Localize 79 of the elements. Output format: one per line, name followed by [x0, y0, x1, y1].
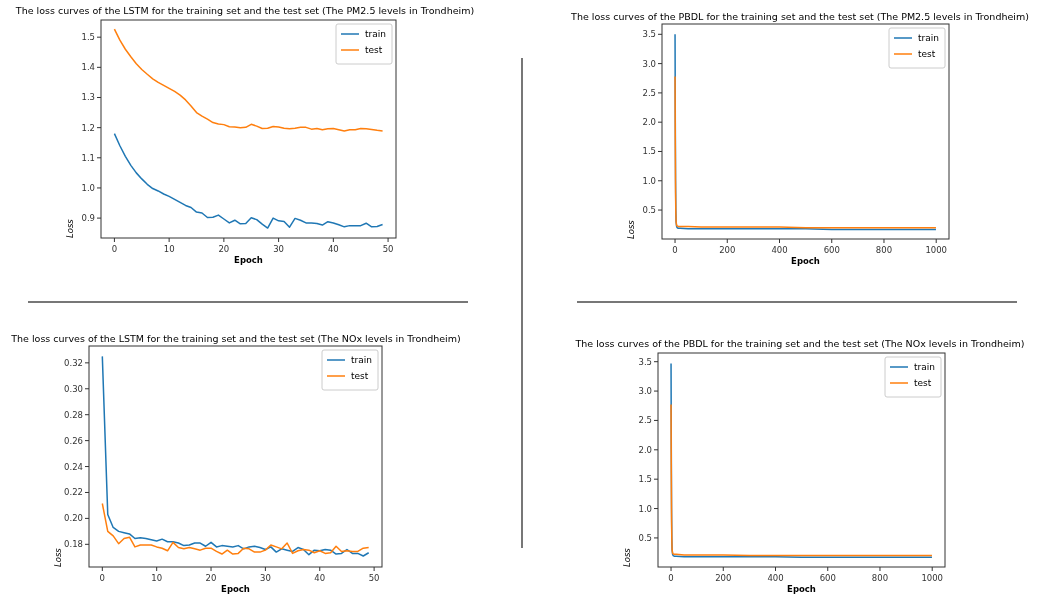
x-tick-label: 600 — [819, 573, 836, 583]
line-series — [674, 75, 937, 229]
y-tick-label: 1.1 — [81, 152, 95, 163]
y-tick-label: 1.0 — [81, 182, 95, 193]
y-tick-label: 3.5 — [642, 29, 656, 40]
y-axis-title: Loss — [65, 218, 75, 238]
y-tick-label: 0.32 — [64, 357, 83, 368]
x-tick-label: 40 — [327, 244, 339, 254]
x-tick-label: 30 — [273, 244, 285, 254]
y-tick-label: 1.0 — [638, 503, 652, 514]
y-tick-label: 0.20 — [64, 513, 83, 524]
y-tick-label: 0.5 — [638, 532, 652, 543]
line-series — [670, 403, 933, 557]
x-axis-title: Epoch — [787, 584, 816, 594]
y-tick-label: 1.5 — [642, 146, 656, 157]
y-tick-label: 1.5 — [638, 474, 652, 485]
legend-label: test — [365, 45, 383, 55]
chart-title: The loss curves of the LSTM for the training set and the test set (The NOx levels in Trondheim) — [10, 333, 461, 344]
y-tick-label: 3.0 — [642, 58, 656, 69]
y-tick-label: 0.26 — [64, 435, 83, 446]
x-tick-label: 600 — [823, 245, 840, 255]
x-tick-label: 0 — [668, 573, 674, 583]
y-tick-label: 0.24 — [64, 461, 83, 472]
y-tick-label: 0.28 — [64, 409, 83, 420]
x-tick-label: 40 — [314, 573, 326, 583]
x-tick-label: 400 — [771, 245, 788, 255]
x-axis-title: Epoch — [234, 255, 263, 265]
x-tick-label: 800 — [871, 573, 889, 583]
y-tick-label: 3.0 — [638, 386, 652, 397]
x-tick-label: 20 — [205, 573, 217, 583]
line-series — [101, 502, 370, 555]
x-tick-label: 0 — [672, 245, 678, 255]
y-tick-label: 1.2 — [81, 122, 95, 133]
y-tick-label: 0.18 — [64, 539, 83, 550]
line-series — [101, 355, 370, 557]
legend-label: train — [918, 33, 939, 43]
y-tick-label: 2.5 — [642, 87, 656, 98]
legend-label: test — [918, 49, 936, 59]
y-tick-label: 0.5 — [642, 205, 656, 216]
y-axis-title: Loss — [53, 547, 63, 567]
y-tick-label: 0.30 — [64, 383, 83, 394]
chart-title: The loss curves of the PBDL for the training set and the test set (The PM2.5 levels in Trondheim) — [570, 11, 1029, 22]
y-tick-label: 3.5 — [638, 356, 652, 367]
x-tick-label: 10 — [163, 244, 175, 254]
y-tick-label: 1.3 — [81, 92, 95, 103]
x-tick-label: 400 — [767, 573, 784, 583]
y-tick-label: 0.9 — [81, 213, 95, 224]
x-tick-label: 20 — [218, 244, 230, 254]
legend-label: train — [914, 362, 935, 372]
legend-label: test — [914, 378, 932, 388]
legend-label: test — [351, 371, 369, 381]
y-tick-label: 1.4 — [81, 62, 95, 73]
x-tick-label: 0 — [99, 573, 106, 583]
legend-label: train — [365, 29, 386, 39]
x-tick-label: 1000 — [921, 573, 944, 583]
y-tick-label: 1.5 — [81, 32, 95, 43]
x-tick-label: 800 — [875, 245, 893, 255]
x-tick-label: 1000 — [925, 245, 948, 255]
legend-label: train — [351, 355, 372, 365]
x-axis-title: Epoch — [791, 256, 820, 266]
x-tick-label: 30 — [259, 573, 271, 583]
chart-title: The loss curves of the LSTM for the training set and the test set (The PM2.5 levels in Trondheim) — [14, 5, 475, 16]
y-axis-title: Loss — [622, 547, 632, 567]
y-tick-label: 2.0 — [642, 117, 656, 128]
y-tick-label: 0.22 — [64, 487, 83, 498]
x-tick-label: 10 — [151, 573, 163, 583]
x-axis-title: Epoch — [221, 584, 250, 594]
y-tick-label: 2.0 — [638, 444, 652, 455]
y-tick-label: 1.0 — [642, 175, 656, 186]
y-axis-title: Loss — [626, 219, 636, 239]
y-tick-label: 2.5 — [638, 415, 652, 426]
x-tick-label: 200 — [719, 245, 736, 255]
line-series — [113, 132, 384, 229]
x-tick-label: 50 — [368, 573, 380, 583]
line-series — [113, 28, 384, 132]
x-tick-label: 200 — [715, 573, 732, 583]
x-tick-label: 50 — [382, 244, 394, 254]
chart-title: The loss curves of the PBDL for the training set and the test set (The NOx levels in Trondheim) — [574, 338, 1025, 349]
x-tick-label: 0 — [111, 244, 118, 254]
